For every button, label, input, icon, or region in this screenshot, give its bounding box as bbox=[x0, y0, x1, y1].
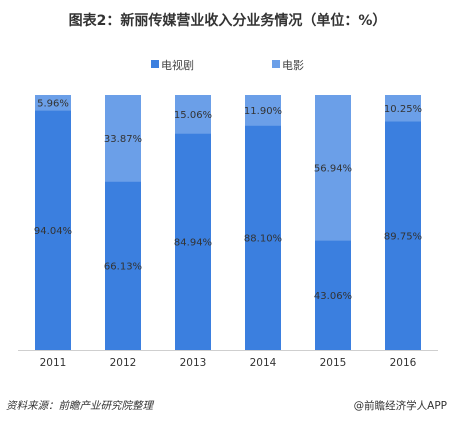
data-label-tv-2014: 88.10% bbox=[244, 234, 282, 245]
bar-tv-2014 bbox=[245, 125, 281, 350]
x-tick-label-2011: 2011 bbox=[40, 357, 67, 369]
x-tick-label-2014: 2014 bbox=[250, 357, 277, 369]
bar-tv-2011 bbox=[35, 110, 71, 350]
data-label-film-2012: 33.87% bbox=[104, 134, 142, 145]
bar-film-2011 bbox=[35, 95, 71, 111]
bar-film-2012 bbox=[105, 95, 141, 182]
data-label-film-2013: 15.06% bbox=[174, 110, 212, 121]
x-tick-label-2012: 2012 bbox=[110, 357, 137, 369]
bar-tv-2016 bbox=[385, 121, 421, 350]
chart-title: 图表2：新丽传媒营业收入分业务情况（单位：%） bbox=[68, 13, 387, 29]
bar-tv-2013 bbox=[175, 133, 211, 350]
legend-swatch-film bbox=[272, 60, 280, 68]
data-label-film-2016: 10.25% bbox=[384, 104, 422, 115]
data-label-tv-2015: 43.06% bbox=[314, 291, 352, 302]
data-label-film-2015: 56.94% bbox=[314, 164, 352, 175]
data-label-tv-2012: 66.13% bbox=[104, 262, 142, 273]
bar-film-2015 bbox=[315, 95, 351, 241]
bar-tv-2015 bbox=[315, 240, 351, 350]
x-tick-label-2013: 2013 bbox=[180, 357, 207, 369]
source-note: 资料来源：前瞻产业研究院整理 bbox=[6, 400, 153, 412]
data-label-tv-2011: 94.04% bbox=[34, 226, 72, 237]
legend-label-tv: 电视剧 bbox=[161, 59, 194, 72]
brand-watermark: @前瞻经济学人APP bbox=[353, 400, 447, 412]
x-tick-label-2016: 2016 bbox=[390, 357, 417, 369]
legend-swatch-tv bbox=[151, 60, 159, 68]
legend: 电视剧 电影 bbox=[0, 56, 455, 72]
bar-film-2016 bbox=[385, 95, 421, 122]
bar-film-2014 bbox=[245, 95, 281, 126]
legend-label-film: 电影 bbox=[282, 59, 304, 72]
bar-tv-2012 bbox=[105, 181, 141, 350]
data-label-film-2011: 5.96% bbox=[37, 99, 69, 110]
x-tick-label-2015: 2015 bbox=[320, 357, 347, 369]
data-label-tv-2016: 89.75% bbox=[384, 232, 422, 243]
data-label-tv-2013: 84.94% bbox=[174, 238, 212, 249]
data-label-film-2014: 11.90% bbox=[244, 106, 282, 117]
bar-film-2013 bbox=[175, 95, 211, 134]
